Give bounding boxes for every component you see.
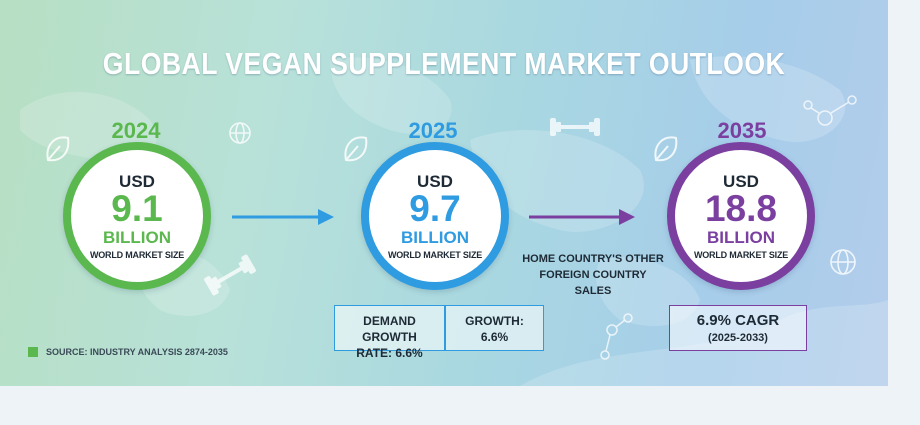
sales-note-line-1: HOME COUNTRY'S OTHER	[522, 253, 664, 265]
background-decoration	[46, 95, 857, 360]
unit-label: BILLION	[401, 228, 469, 247]
currency-label: USD	[119, 172, 155, 191]
unit-label: BILLION	[707, 228, 775, 247]
cagr-period: (2025-2033)	[708, 332, 768, 344]
growth-line-1: GROWTH:	[465, 314, 524, 328]
sales-note: HOME COUNTRY'S OTHER FOREIGN COUNTRY SAL…	[522, 251, 664, 299]
dumbbell-icon	[204, 118, 600, 296]
bottom-margin	[0, 386, 888, 425]
infographic-canvas: GLOBAL VEGAN SUPPLEMENT MARKET OUTLOOK 2…	[0, 0, 888, 386]
demand-growth-line-2: RATE: 6.6%	[356, 346, 423, 360]
market-value: 9.1	[111, 188, 163, 229]
currency-label: USD	[723, 172, 759, 191]
currency-label: USD	[417, 172, 453, 191]
growth-rate: GROWTH: 6.6%	[446, 313, 543, 345]
market-circle-2025: USD 9.7 BILLION WORLD MARKET SIZE	[361, 142, 509, 290]
year-2035: 2035	[717, 118, 767, 143]
market-value: 9.7	[409, 188, 461, 229]
market-size-label: WORLD MARKET SIZE	[387, 250, 483, 260]
market-size-label: WORLD MARKET SIZE	[693, 250, 789, 260]
market-circle-2035: USD 18.8 BILLION WORLD MARKET SIZE	[667, 142, 815, 290]
leaf-icon	[46, 136, 678, 162]
market-value: 18.8	[704, 188, 777, 229]
growth-box-divider	[444, 306, 446, 350]
demand-growth-rate: DEMAND GROWTH RATE: 6.6%	[335, 313, 444, 361]
year-2024: 2024	[111, 118, 161, 143]
right-margin	[888, 0, 920, 425]
growth-box: DEMAND GROWTH RATE: 6.6% GROWTH: 6.6%	[334, 305, 544, 360]
year-2025: 2025	[408, 118, 458, 143]
molecule-icon	[600, 95, 857, 360]
source-note: SOURCE: INDUSTRY ANALYSIS 2874-2035	[28, 347, 228, 357]
sales-note-line-2: FOREIGN COUNTRY SALES	[539, 269, 647, 297]
globe-icon	[229, 122, 856, 275]
market-circle-2024: USD 9.1 BILLION WORLD MARKET SIZE	[63, 142, 211, 290]
arrow-right-icon	[529, 209, 635, 225]
demand-growth-line-1: DEMAND GROWTH	[362, 314, 417, 344]
cagr-value: 6.9% CAGR	[696, 312, 780, 329]
source-text: SOURCE: INDUSTRY ANALYSIS 2874-2035	[46, 347, 228, 357]
market-size-label: WORLD MARKET SIZE	[89, 250, 185, 260]
cagr-box: 6.9% CAGR (2025-2033)	[669, 305, 807, 351]
unit-label: BILLION	[103, 228, 171, 247]
page-title: GLOBAL VEGAN SUPPLEMENT MARKET OUTLOOK	[102, 46, 786, 81]
source-swatch	[28, 347, 38, 357]
growth-line-2: 6.6%	[480, 330, 509, 344]
arrow-right-icon	[232, 209, 334, 225]
